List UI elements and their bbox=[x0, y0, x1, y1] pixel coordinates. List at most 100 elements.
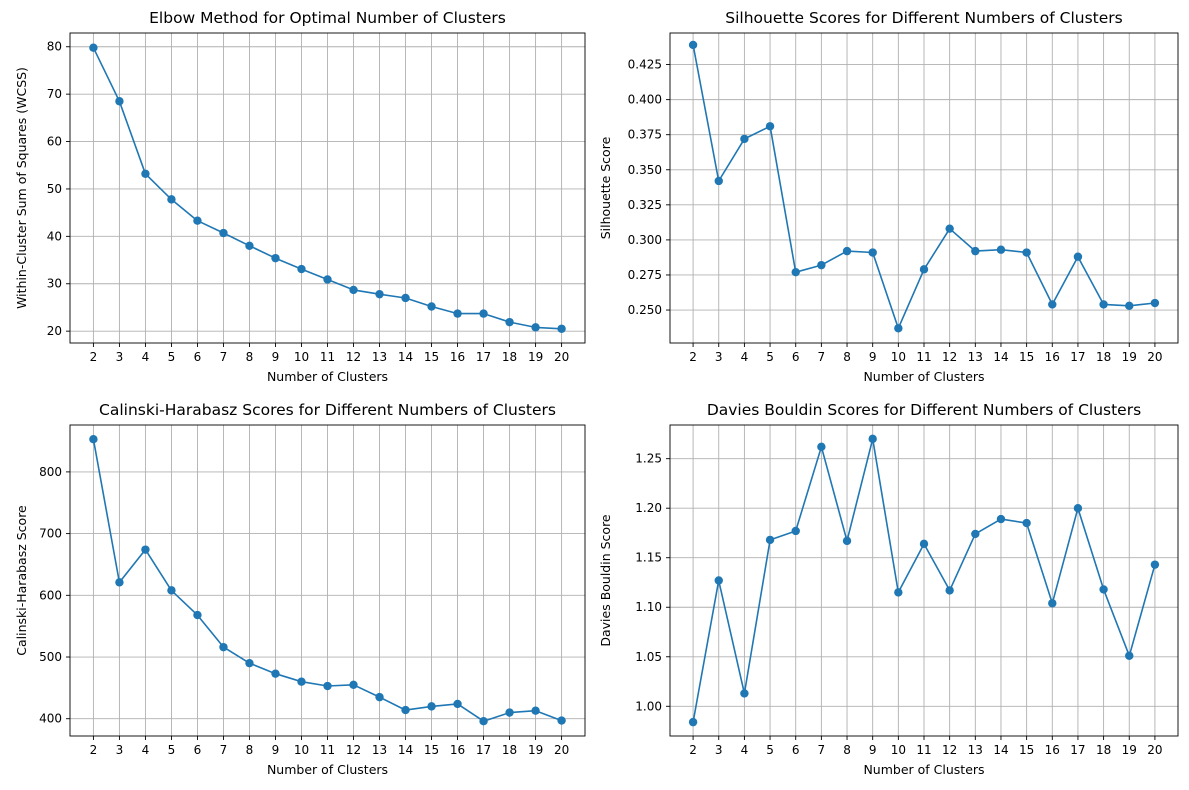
x-tick-label: 13 bbox=[968, 743, 983, 757]
x-tick-label: 17 bbox=[476, 350, 491, 364]
data-point bbox=[1125, 651, 1134, 660]
chart-calinski-harabasz: 2 3 4 5 6 7 8 9 10 11 12 13 14 15 16 17 18 19 20 400 500 600… bbox=[14, 401, 586, 777]
data-point bbox=[245, 658, 254, 668]
data-point bbox=[842, 536, 852, 546]
x-tick-label: 2 bbox=[90, 743, 98, 757]
y-tick-label: 1.10 bbox=[635, 600, 662, 614]
x-tick-label: 4 bbox=[142, 350, 150, 364]
data-point bbox=[765, 122, 775, 131]
data-point bbox=[791, 526, 800, 536]
data-point bbox=[349, 285, 358, 295]
chart-title: Calinski-Harabasz Scores for Different N… bbox=[99, 401, 556, 419]
x-tick-label: 13 bbox=[968, 350, 983, 364]
data-point bbox=[115, 578, 124, 587]
x-tick-label: 8 bbox=[246, 350, 254, 364]
x-tick-label: 17 bbox=[1070, 743, 1085, 757]
x-tick-label: 8 bbox=[843, 350, 851, 364]
data-point bbox=[141, 169, 150, 178]
x-tick-label: 19 bbox=[528, 350, 543, 364]
data-point bbox=[167, 195, 176, 204]
x-tick-label: 15 bbox=[1019, 743, 1034, 757]
data-point bbox=[375, 289, 384, 299]
y-tick-label: 20 bbox=[47, 324, 62, 338]
x-tick-label: 19 bbox=[1122, 743, 1137, 757]
data-point bbox=[971, 529, 980, 539]
y-tick-label: 500 bbox=[39, 650, 62, 664]
data-point bbox=[219, 228, 228, 238]
x-tick-label: 14 bbox=[993, 743, 1008, 757]
data-point bbox=[740, 134, 749, 144]
data-point bbox=[868, 434, 877, 444]
data-point bbox=[1150, 298, 1160, 308]
x-tick-label: 18 bbox=[1096, 743, 1111, 757]
data-series bbox=[89, 43, 566, 333]
chart-silhouette: 2 3 4 5 6 7 8 9 10 11 12 13 14 15 16 17 18 19 20 0.250 0.27… bbox=[598, 9, 1179, 384]
data-point bbox=[740, 689, 749, 698]
y-tick-label: 50 bbox=[47, 182, 62, 196]
x-tick-label: 15 bbox=[424, 743, 439, 757]
x-tick-label: 7 bbox=[818, 743, 826, 757]
y-tick-label: 0.325 bbox=[628, 198, 662, 212]
data-point bbox=[297, 677, 306, 686]
data-point bbox=[1125, 301, 1134, 311]
x-tick-label: 2 bbox=[90, 350, 98, 364]
x-tick-label: 9 bbox=[272, 350, 280, 364]
y-tick-label: 0.425 bbox=[628, 58, 662, 72]
data-point bbox=[89, 43, 98, 52]
data-point bbox=[193, 610, 202, 620]
x-tick-label: 20 bbox=[554, 350, 569, 364]
x-tick-label: 11 bbox=[916, 350, 931, 364]
y-tick-label: 30 bbox=[47, 277, 62, 291]
x-tick-label: 10 bbox=[891, 743, 906, 757]
data-point bbox=[115, 97, 124, 106]
x-tick-label: 9 bbox=[272, 743, 280, 757]
x-tick-label: 15 bbox=[424, 350, 439, 364]
grid-lines bbox=[670, 425, 1178, 736]
x-tick-label: 17 bbox=[1070, 350, 1085, 364]
data-series bbox=[89, 434, 566, 726]
x-tick-label: 11 bbox=[320, 350, 335, 364]
data-point bbox=[765, 535, 775, 545]
x-tick-label: 12 bbox=[942, 743, 957, 757]
x-axis-label: Number of Clusters bbox=[267, 762, 388, 777]
y-tick-label: 1.20 bbox=[635, 501, 662, 515]
x-tick-label: 11 bbox=[916, 743, 931, 757]
x-tick-label: 10 bbox=[891, 350, 906, 364]
chart-elbow: 2 3 4 5 6 7 8 9 10 11 12 13 14 15 16 17 18 19 20 20 30 40 50 6… bbox=[14, 9, 586, 384]
x-tick-label: 13 bbox=[372, 350, 387, 364]
data-point bbox=[401, 705, 410, 715]
y-axis-ticks: 20 30 40 50 60 70 80 bbox=[47, 40, 70, 338]
data-point bbox=[714, 576, 723, 585]
data-point bbox=[996, 514, 1006, 524]
data-point bbox=[505, 317, 514, 327]
y-tick-label: 80 bbox=[47, 40, 62, 54]
chart-title: Davies Bouldin Scores for Different Numb… bbox=[707, 401, 1141, 419]
x-tick-label: 8 bbox=[246, 743, 254, 757]
data-series bbox=[688, 40, 1160, 333]
y-tick-label: 0.350 bbox=[628, 163, 662, 177]
data-point bbox=[557, 324, 566, 333]
data-point bbox=[1073, 503, 1083, 513]
x-tick-label: 5 bbox=[766, 350, 774, 364]
data-point bbox=[1048, 599, 1057, 608]
y-tick-label: 1.15 bbox=[635, 551, 662, 565]
data-series bbox=[688, 434, 1160, 727]
x-tick-label: 4 bbox=[741, 743, 749, 757]
x-axis-ticks: 2 3 4 5 6 7 8 9 10 11 12 13 14 15 16 17 18 19 20 bbox=[90, 343, 569, 364]
x-tick-label: 16 bbox=[450, 743, 465, 757]
y-tick-label: 0.375 bbox=[628, 128, 662, 142]
x-tick-label: 2 bbox=[689, 743, 697, 757]
y-tick-label: 1.05 bbox=[635, 650, 662, 664]
y-tick-label: 1.00 bbox=[635, 699, 662, 713]
x-tick-label: 13 bbox=[372, 743, 387, 757]
data-point bbox=[167, 586, 176, 595]
data-point bbox=[557, 716, 566, 725]
x-tick-label: 8 bbox=[843, 743, 851, 757]
x-tick-label: 6 bbox=[792, 743, 800, 757]
data-point bbox=[323, 275, 332, 284]
data-point bbox=[945, 224, 954, 233]
y-tick-label: 400 bbox=[39, 712, 62, 726]
data-point bbox=[945, 586, 954, 595]
y-tick-label: 0.250 bbox=[628, 303, 662, 317]
data-point bbox=[714, 176, 723, 186]
